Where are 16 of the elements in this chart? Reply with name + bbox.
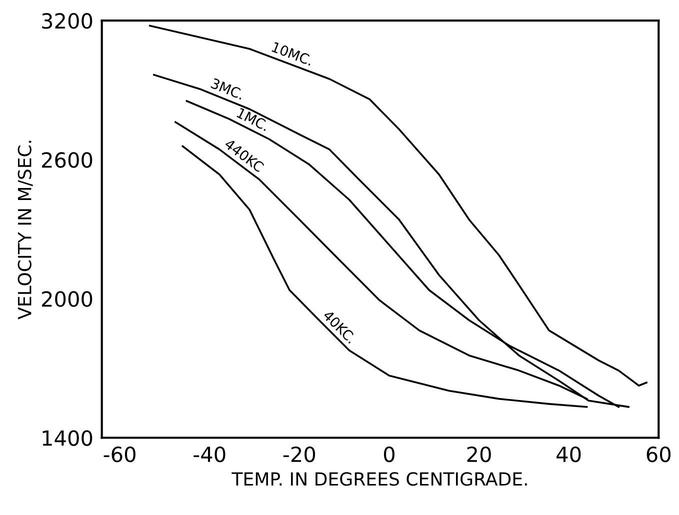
y-tick-label: 2600 <box>42 152 92 168</box>
x-tick-label: 0 <box>384 446 394 462</box>
x-tick-label: 60 <box>646 446 670 462</box>
y-tick-label: 1400 <box>42 430 92 446</box>
y-axis-title: VELOCITY IN M/SEC. <box>18 140 33 320</box>
text: 10MC. <box>271 42 314 66</box>
y-tick-label: 2000 <box>42 291 92 307</box>
y-tick-label: 3200 <box>42 13 92 29</box>
x-tick-label: -60 <box>104 446 136 462</box>
x-axis-title: TEMP. IN DEGREES CENTIGRADE. <box>232 472 527 486</box>
text: 3MC. <box>210 78 244 100</box>
x-tick-label: -20 <box>283 446 316 462</box>
x-tick-label: 40 <box>556 446 581 462</box>
x-tick-label: -40 <box>194 446 226 462</box>
text: 1MC. <box>236 107 270 132</box>
x-tick-label: 20 <box>467 446 491 462</box>
